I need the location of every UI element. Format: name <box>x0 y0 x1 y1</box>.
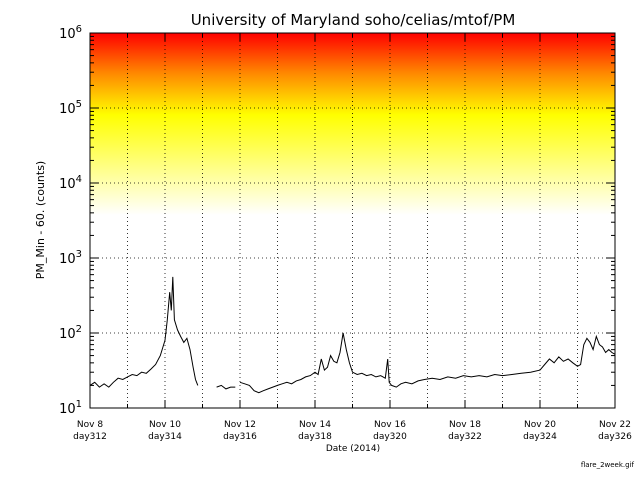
x-tick-day-label: day322 <box>448 432 482 442</box>
x-tick-day-label: day316 <box>223 432 257 442</box>
y-tick-label: 106 <box>59 24 82 42</box>
y-tick-label: 102 <box>59 324 82 342</box>
x-tick-day-label: day326 <box>598 432 632 442</box>
series-line-segment <box>216 384 236 390</box>
y-axis-label: PM_Min - 60. (counts) <box>34 161 47 279</box>
intensity-background <box>90 33 615 215</box>
x-tick-day-label: day314 <box>148 432 182 442</box>
x-tick-date-label: Nov 20 <box>524 420 556 430</box>
x-tick-date-label: Nov 10 <box>149 420 181 430</box>
y-tick-label: 103 <box>59 249 82 267</box>
x-tick-date-label: Nov 18 <box>449 420 481 430</box>
series-line-segment <box>239 332 616 394</box>
y-tick-label: 105 <box>59 99 82 117</box>
x-tick-date-label: Nov 16 <box>374 420 406 430</box>
chart-title: University of Maryland soho/celias/mtof/… <box>191 11 516 29</box>
y-tick-label: 101 <box>59 399 82 417</box>
x-axis-ticks: Nov 8 day312 Nov 10 day314 Nov 12 day316 Nov 1… <box>73 33 632 442</box>
x-axis-label: Date (2014) <box>326 444 380 454</box>
filename-label: flare_2week.gif <box>580 461 634 469</box>
x-tick-date-label: Nov 22 <box>599 420 631 430</box>
y-axis-ticks: 101 102 103 104 105 106 <box>59 24 615 417</box>
y-tick-label: 104 <box>59 174 82 192</box>
series-line <box>89 276 199 388</box>
x-tick-day-label: day324 <box>523 432 557 442</box>
x-tick-date-label: Nov 14 <box>299 420 331 430</box>
x-tick-day-label: day312 <box>73 432 107 442</box>
x-tick-day-label: day318 <box>298 432 332 442</box>
x-tick-date-label: Nov 12 <box>224 420 256 430</box>
x-tick-date-label: Nov 8 <box>77 420 103 430</box>
x-tick-day-label: day320 <box>373 432 407 442</box>
grid-lines <box>90 33 615 408</box>
